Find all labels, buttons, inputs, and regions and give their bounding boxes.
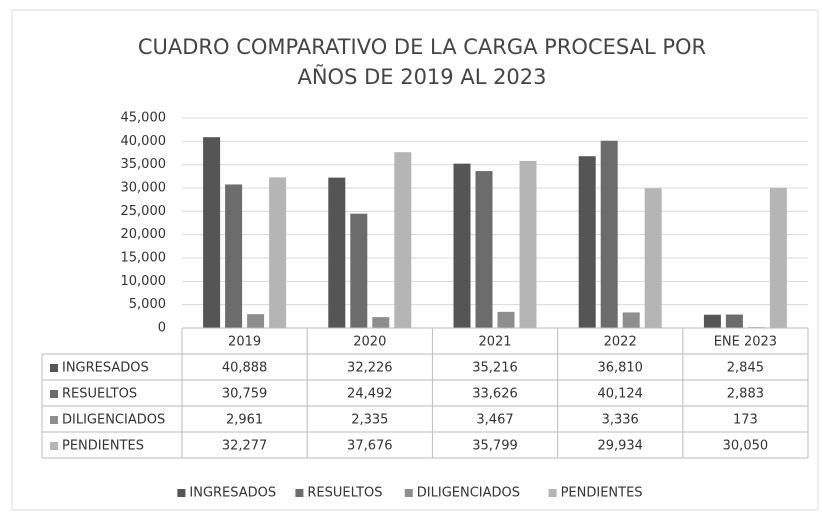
table-cell: 32,226 — [347, 361, 393, 376]
table-cell: 3,467 — [476, 413, 513, 428]
table-cell: 2,845 — [727, 361, 764, 376]
table-legend-key — [50, 390, 58, 398]
bar — [703, 314, 721, 328]
bar — [475, 171, 493, 328]
bar — [600, 140, 618, 328]
bar — [622, 312, 640, 328]
bar — [769, 187, 787, 328]
legend-label: DILIGENCIADOS — [417, 486, 520, 501]
y-tick-label: 10,000 — [121, 274, 167, 289]
legend-key — [548, 489, 557, 497]
table-cell: 3,336 — [602, 413, 639, 428]
bar — [328, 177, 346, 328]
table-row-label: RESUELTOS — [62, 387, 137, 402]
table-row-label: DILIGENCIADOS — [62, 413, 165, 428]
table-cell: 33,626 — [472, 387, 518, 402]
table-cell: 35,799 — [472, 439, 518, 454]
legend-label: PENDIENTES — [561, 486, 643, 501]
bar — [453, 163, 471, 328]
x-tick-label: 2019 — [228, 335, 261, 350]
bar — [519, 160, 537, 328]
x-tick-label: 2022 — [604, 335, 637, 350]
y-tick-label: 35,000 — [121, 157, 167, 172]
bar — [497, 311, 515, 328]
table-cell: 35,216 — [472, 361, 518, 376]
legend-key — [177, 489, 186, 497]
legend-key — [295, 489, 304, 497]
y-tick-label: 25,000 — [121, 204, 167, 219]
table-legend-key — [50, 416, 58, 424]
chart-title: CUADRO COMPARATIVO DE LA CARGA PROCESAL … — [138, 35, 706, 59]
table-cell: 37,676 — [347, 439, 393, 454]
legend-label: INGRESADOS — [189, 486, 276, 501]
table-cell: 2,961 — [226, 413, 263, 428]
bar — [225, 184, 243, 328]
chart-border — [11, 9, 819, 511]
table-cell: 2,883 — [727, 387, 764, 402]
table-cell: 24,492 — [347, 387, 393, 402]
y-tick-label: 30,000 — [121, 181, 167, 196]
y-tick-label: 15,000 — [121, 251, 167, 266]
bar — [644, 188, 662, 328]
chart-subtitle: AÑOS DE 2019 AL 2023 — [297, 63, 546, 89]
bar — [372, 317, 390, 328]
table-cell: 2,335 — [351, 413, 388, 428]
bar — [203, 137, 221, 328]
bar — [350, 213, 368, 328]
bar — [269, 177, 287, 328]
y-tick-label: 45,000 — [121, 111, 167, 126]
table-legend-key — [50, 442, 58, 450]
y-tick-label: 0 — [158, 321, 166, 336]
x-tick-label: ENE 2023 — [714, 335, 777, 350]
table-row-label: PENDIENTES — [62, 439, 144, 454]
table-cell: 30,759 — [222, 387, 268, 402]
bar — [725, 314, 743, 328]
y-tick-label: 20,000 — [121, 227, 167, 242]
y-tick-label: 40,000 — [121, 134, 167, 149]
y-tick-label: 5,000 — [129, 297, 166, 312]
table-legend-key — [50, 364, 58, 372]
legend-label: RESUELTOS — [307, 486, 382, 501]
table-cell: 30,050 — [723, 439, 769, 454]
bar — [247, 314, 265, 328]
legend-key — [404, 489, 413, 497]
bar — [394, 152, 412, 328]
table-cell: 36,810 — [597, 361, 643, 376]
table-cell: 40,124 — [597, 387, 643, 402]
bar — [578, 156, 596, 328]
table-row-label: INGRESADOS — [62, 361, 149, 376]
x-tick-label: 2021 — [478, 335, 511, 350]
table-cell: 29,934 — [597, 439, 643, 454]
table-cell: 173 — [733, 413, 758, 428]
table-cell: 32,277 — [222, 439, 268, 454]
x-tick-label: 2020 — [353, 335, 386, 350]
table-cell: 40,888 — [222, 361, 268, 376]
